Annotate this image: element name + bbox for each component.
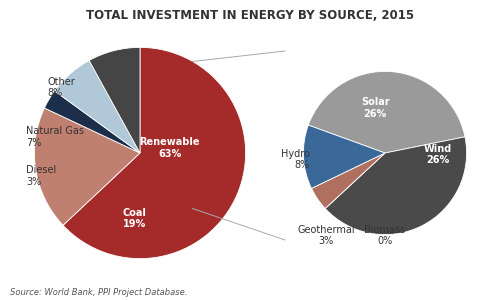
Text: Diesel
3%: Diesel 3%	[26, 165, 56, 187]
Text: Solar
26%: Solar 26%	[361, 97, 390, 119]
Wedge shape	[54, 61, 140, 153]
Wedge shape	[308, 71, 465, 153]
Text: Geothermal
3%: Geothermal 3%	[298, 225, 355, 246]
Text: Coal
19%: Coal 19%	[123, 208, 146, 229]
Wedge shape	[44, 91, 140, 153]
Wedge shape	[304, 125, 385, 188]
Wedge shape	[325, 137, 466, 235]
Text: Biomass
0%: Biomass 0%	[364, 225, 406, 246]
Text: Renewable
63%: Renewable 63%	[140, 137, 200, 158]
Wedge shape	[325, 153, 385, 208]
Text: TOTAL INVESTMENT IN ENERGY BY SOURCE, 2015: TOTAL INVESTMENT IN ENERGY BY SOURCE, 20…	[86, 9, 414, 22]
Text: Hydro
8%: Hydro 8%	[281, 149, 310, 170]
Text: Other
8%: Other 8%	[47, 77, 75, 98]
Wedge shape	[63, 47, 246, 259]
Text: Wind
26%: Wind 26%	[424, 144, 452, 165]
Wedge shape	[34, 108, 140, 225]
Text: Source: World Bank, PPI Project Database.: Source: World Bank, PPI Project Database…	[10, 288, 188, 297]
Wedge shape	[89, 47, 140, 153]
Text: Natural Gas
7%: Natural Gas 7%	[26, 126, 84, 148]
Wedge shape	[312, 153, 385, 208]
